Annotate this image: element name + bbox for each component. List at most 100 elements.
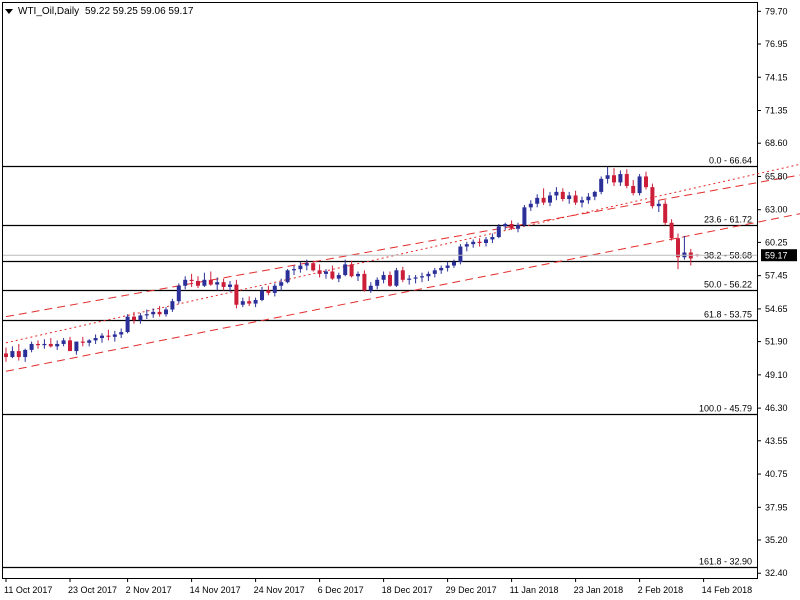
candle-body [676, 238, 680, 258]
candle-body [298, 265, 303, 270]
candle-body [74, 341, 79, 352]
candle-body [567, 195, 572, 200]
y-tick-label: 76.95 [765, 39, 788, 49]
candle-body [311, 263, 316, 271]
candle-body [458, 246, 463, 262]
candle-body [516, 225, 520, 229]
candle-body [279, 282, 284, 286]
candle-body [509, 223, 514, 229]
last-price-box [761, 249, 797, 262]
fib-label: 50.0 - 56.22 [704, 280, 752, 290]
x-tick-label: 11 Jan 2018 [510, 585, 559, 595]
last-price-label: 59.17 [765, 251, 788, 261]
candle-body [605, 175, 610, 179]
candle-body [394, 270, 399, 286]
candle-body [445, 265, 450, 268]
x-tick-label: 11 Oct 2017 [4, 585, 52, 595]
x-tick-label: 6 Dec 2017 [318, 585, 364, 595]
candle-body [42, 343, 47, 346]
y-tick-label: 40.75 [765, 469, 788, 479]
candle-body [356, 273, 360, 277]
trend-channel [5, 163, 800, 372]
candle-body [317, 270, 322, 274]
candle-body [528, 203, 533, 208]
candle-body [439, 267, 444, 271]
candle-body [407, 278, 412, 280]
y-tick-label: 51.90 [765, 337, 788, 347]
y-axis: 79.70 76.95 74.15 71.35 68.60 65.80 63.00 60.25… [757, 6, 788, 578]
x-tick-label: 23 Oct 2017 [68, 585, 117, 595]
candle-body [535, 197, 540, 204]
candle-body [247, 301, 252, 304]
y-tick-label: 57.45 [765, 271, 788, 281]
candle-body [477, 241, 482, 243]
candle-body [548, 195, 552, 203]
candle-body [285, 270, 290, 283]
candle-body [464, 244, 469, 247]
candle-body [202, 279, 207, 286]
fib-label: 100.0 - 45.79 [699, 404, 752, 414]
candle-body [624, 174, 629, 186]
candle-body [106, 335, 111, 337]
candle-body [541, 197, 546, 203]
candle-body [119, 332, 124, 335]
chart-header: WTI_Oil,Daily 59.22 59.25 59.06 59.17 [5, 6, 194, 17]
candle-body [55, 343, 60, 347]
candle-body [183, 279, 188, 286]
candle-body [375, 279, 380, 286]
fib-label: 0.0 - 66.64 [709, 156, 752, 166]
candle-body [631, 185, 636, 194]
candle-body [208, 279, 213, 285]
channel-line [5, 174, 800, 318]
x-tick-label: 18 Dec 2017 [382, 585, 433, 595]
x-tick-label: 2 Feb 2018 [638, 585, 684, 595]
candle-body [656, 203, 661, 207]
candle-body [138, 315, 143, 321]
candle-body [637, 176, 642, 194]
fib-label: 23.6 - 61.72 [704, 215, 752, 225]
candle-body [573, 195, 578, 203]
candle-body [215, 282, 220, 285]
x-axis: 11 Oct 2017 23 Oct 2017 2 Nov 2017 14 Nov 2… [4, 578, 752, 595]
candle-body [61, 340, 66, 344]
candle-body [490, 237, 495, 240]
x-tick-label: 2 Nov 2017 [126, 585, 172, 595]
candle-body [112, 334, 117, 337]
candle-body [650, 187, 655, 207]
candle-body [260, 290, 264, 301]
candle-body [420, 276, 424, 278]
y-tick-label: 74.15 [765, 72, 788, 82]
x-tick-label: 29 Dec 2017 [446, 585, 497, 595]
x-tick-label: 14 Nov 2017 [190, 585, 241, 595]
candle-body [669, 222, 674, 239]
y-tick-label: 46.30 [765, 403, 788, 413]
symbol-label: WTI_Oil,Daily [18, 6, 79, 17]
candle-body [29, 343, 34, 350]
channel-line [5, 213, 800, 372]
y-tick-label: 35.20 [765, 535, 788, 545]
candle-body [144, 314, 149, 316]
candle-body [618, 174, 623, 183]
candle-body [330, 271, 335, 279]
candle-body [221, 282, 226, 287]
candle-body [196, 280, 200, 286]
collapse-arrow-icon[interactable] [5, 9, 13, 14]
candle-body [522, 207, 527, 226]
candle-body [170, 301, 175, 310]
x-tick-label: 24 Nov 2017 [254, 585, 305, 595]
candle-body [612, 175, 616, 183]
candle-body [10, 351, 15, 358]
candle-body [432, 270, 437, 274]
candle-body [580, 200, 584, 203]
fib-label: 161.8 - 32.90 [699, 557, 752, 567]
candle-body [413, 277, 418, 279]
candle-body [266, 290, 271, 293]
candle-body [644, 176, 648, 188]
y-tick-label: 65.80 [765, 171, 788, 181]
y-tick-label: 79.70 [765, 6, 788, 16]
candle-body [36, 343, 40, 346]
candle-body [304, 263, 309, 266]
y-tick-label: 54.65 [765, 304, 788, 314]
